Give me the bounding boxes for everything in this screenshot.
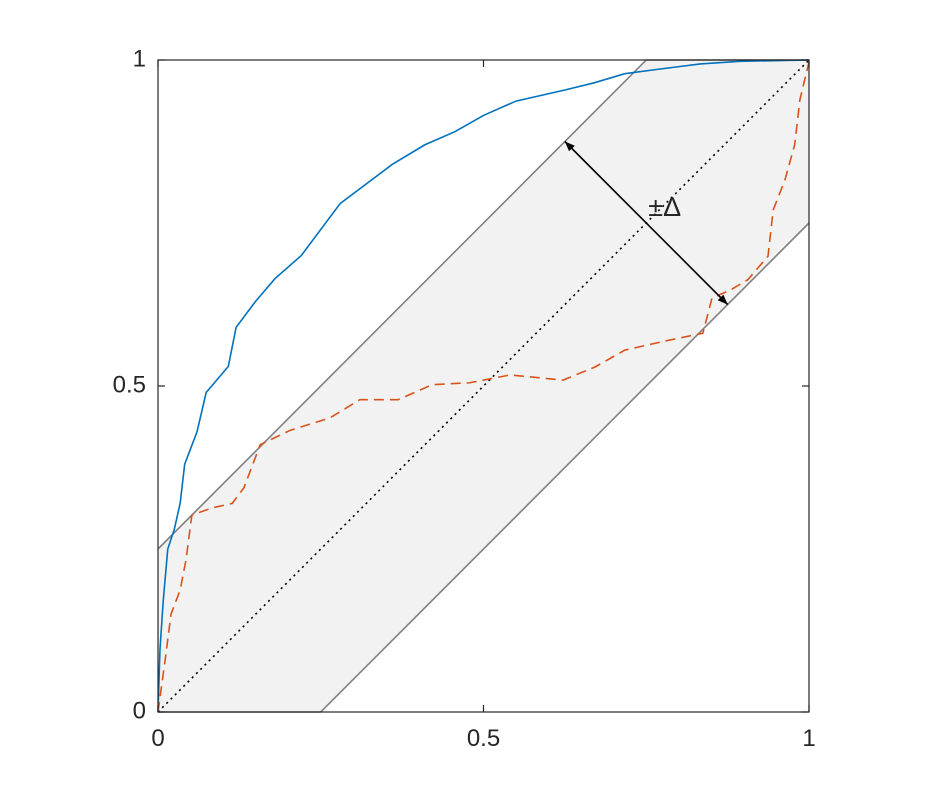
line (157, 61, 810, 713)
x-tick-label: 0 (151, 725, 164, 752)
line (157, 59, 810, 713)
annotation-arrow (564, 140, 729, 306)
x-tick-label: 0.5 (467, 725, 500, 752)
x-tick-label: 1 (802, 725, 815, 752)
y-tick-label: 0.5 (113, 371, 146, 398)
y-tick-label: 0 (133, 697, 146, 724)
y-tick-label: 1 (133, 45, 146, 72)
annotation-label: ±Δ (648, 192, 681, 222)
